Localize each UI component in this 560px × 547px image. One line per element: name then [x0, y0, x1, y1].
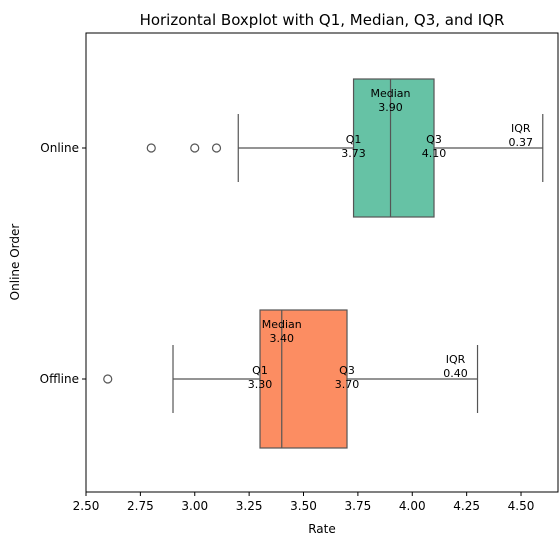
- x-tick-label: 4.50: [508, 499, 535, 513]
- x-tick-label: 3.75: [345, 499, 372, 513]
- outlier-point: [146, 143, 156, 153]
- median-annotation-label: Median: [262, 318, 302, 331]
- y-tick-label-offline: Offline: [40, 372, 79, 386]
- outlier-point: [190, 143, 200, 153]
- iqr-box: [259, 309, 348, 449]
- iqr-box: [352, 78, 435, 218]
- q3-annotation-label: Q3: [339, 364, 355, 377]
- x-axis-label: Rate: [308, 522, 336, 536]
- iqr-annotation-label: IQR: [446, 353, 466, 366]
- chart-title: Horizontal Boxplot with Q1, Median, Q3, …: [140, 11, 505, 29]
- y-axis-label: Online Order: [8, 224, 22, 301]
- outlier-point: [103, 374, 113, 384]
- median-annotation-value: 3.40: [270, 332, 295, 345]
- q3-annotation-value: 4.10: [422, 147, 447, 160]
- x-tick-label: 4.00: [399, 499, 426, 513]
- median-annotation-label: Median: [371, 87, 411, 100]
- x-tick-label: 3.00: [181, 499, 208, 513]
- plot-area: Median3.90Q13.73Q34.10IQR0.37Median3.40Q…: [103, 78, 544, 449]
- iqr-annotation-value: 0.37: [509, 136, 534, 149]
- y-axis: Online Offline: [40, 141, 86, 386]
- q3-annotation-label: Q3: [426, 133, 442, 146]
- q1-annotation-value: 3.30: [248, 378, 273, 391]
- q3-annotation-value: 3.70: [335, 378, 360, 391]
- q1-annotation-label: Q1: [346, 133, 362, 146]
- x-tick-label: 2.75: [127, 499, 154, 513]
- axes-frame: [85, 32, 559, 493]
- iqr-annotation-label: IQR: [511, 122, 531, 135]
- x-tick-label: 4.25: [453, 499, 480, 513]
- x-tick-label: 2.50: [73, 499, 100, 513]
- x-tick-label: 3.50: [290, 499, 317, 513]
- y-tick-label-online: Online: [40, 141, 79, 155]
- outlier-point: [211, 143, 222, 153]
- iqr-annotation-value: 0.40: [443, 367, 468, 380]
- q1-annotation-value: 3.73: [341, 147, 366, 160]
- q1-annotation-label: Q1: [252, 364, 268, 377]
- x-axis: 2.50 2.75 3.00 3.25 3.50 3.75 4.00 4.25 4.50: [73, 492, 535, 513]
- median-annotation-value: 3.90: [378, 101, 403, 114]
- x-tick-label: 3.25: [236, 499, 263, 513]
